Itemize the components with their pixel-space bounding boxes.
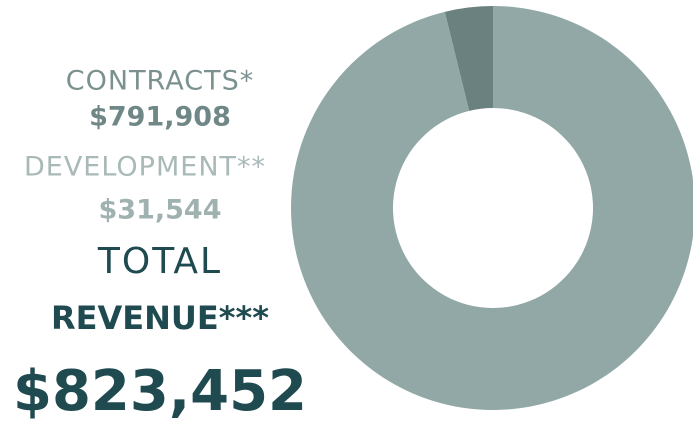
pie-slice [444,6,493,111]
total-value: $823,452 [13,359,307,424]
value-label: $31,544 [99,195,222,226]
pie-slice [291,6,693,410]
category-label: CONTRACTS* [66,66,254,97]
category-label: DEVELOPMENT** [24,152,266,183]
total-heading: REVENUE*** [51,299,269,337]
total-heading: TOTAL [97,241,222,282]
value-label: $791,908 [89,102,231,133]
